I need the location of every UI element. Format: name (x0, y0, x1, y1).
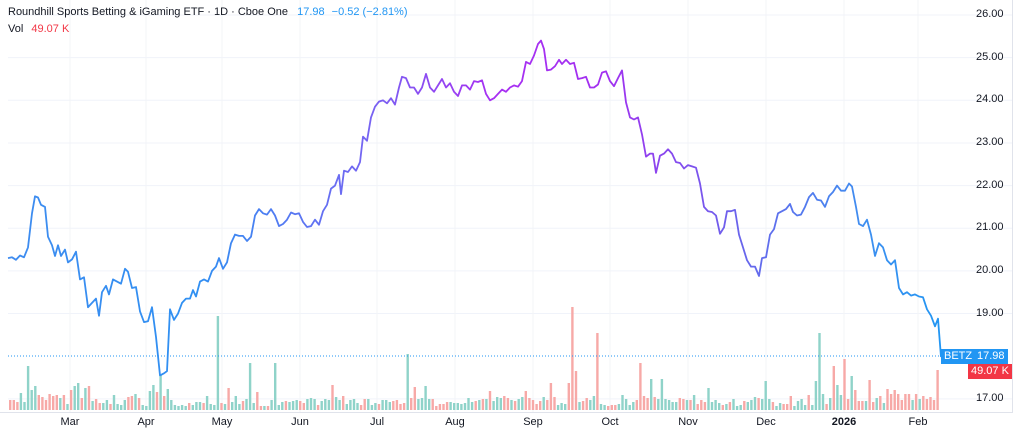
time-tick-label: Apr (137, 416, 155, 428)
time-tick-label: Mar (60, 416, 80, 428)
price-tick-label: 17.00 (976, 391, 1004, 404)
legend-change: −0.52 (−2.81%) (331, 6, 408, 18)
price-tick-label: 21.00 (976, 221, 1004, 234)
legend-title: Roundhill Sports Betting & iGaming ETF ·… (8, 6, 289, 18)
time-tick-label: 2026 (831, 416, 857, 428)
price-tick-label: 19.00 (976, 306, 1004, 319)
time-tick-label: Aug (445, 416, 465, 428)
time-tick-label: Nov (678, 416, 698, 428)
time-tick-label: Jun (291, 416, 309, 428)
grid-lines (8, 0, 1012, 412)
price-tick-label: 20.00 (976, 263, 1004, 276)
chart-pane[interactable] (0, 0, 1013, 413)
chart-legend: Roundhill Sports Betting & iGaming ETF ·… (8, 4, 408, 38)
time-tick-label: May (211, 416, 233, 428)
legend-vol-label: Vol (8, 23, 24, 35)
time-tick-label: Oct (601, 416, 619, 428)
price-line (7, 39, 942, 377)
legend-last-price: 17.98 (297, 6, 325, 18)
price-tick-label: 23.00 (976, 135, 1004, 148)
time-tick-label: Dec (756, 416, 776, 428)
volume-badge: 49.07 K (968, 364, 1012, 379)
volume-bars (9, 307, 939, 410)
price-tick-label: 25.00 (976, 50, 1004, 63)
price-tick-label: 24.00 (976, 93, 1004, 106)
time-tick-label: Feb (908, 416, 928, 428)
price-tick-label: 26.00 (976, 8, 1004, 20)
legend-vol-value: 49.07 K (31, 23, 70, 35)
time-tick-label: Sep (523, 416, 543, 428)
price-badge: 17.98 (974, 349, 1008, 364)
price-tick-label: 22.00 (976, 178, 1004, 191)
time-tick-label: Jul (369, 416, 385, 428)
symbol-badge: BETZ (941, 349, 976, 364)
